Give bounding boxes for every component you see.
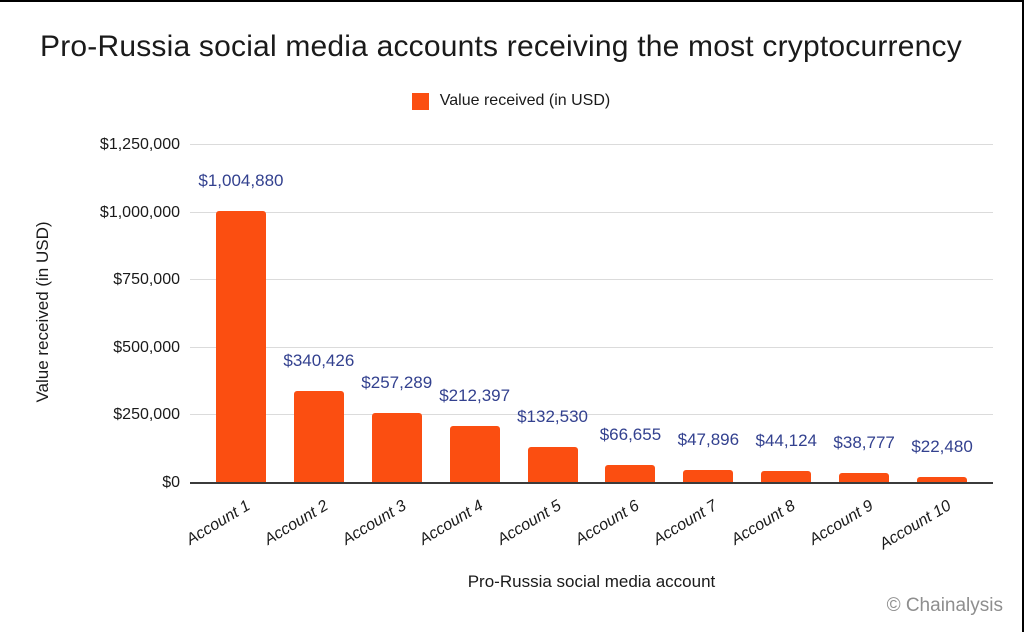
y-tick-label: $1,000,000: [99, 203, 180, 221]
x-axis-line: [190, 482, 993, 484]
y-tick-label: $250,000: [113, 406, 180, 424]
bar-value-label: $132,530: [517, 407, 588, 427]
gridline: [190, 414, 993, 416]
y-axis-title: Value received (in USD): [33, 221, 52, 403]
bar: [761, 471, 812, 483]
bar-value-label: $38,777: [833, 432, 895, 452]
bar-value-label: $340,426: [283, 350, 355, 370]
chart-title: Pro-Russia social media accounts receivi…: [40, 30, 962, 63]
y-tick-label: $0: [162, 474, 180, 491]
x-tick-label: Account 5: [494, 497, 565, 549]
bar-value-label: $257,289: [361, 373, 433, 393]
gridline: [190, 211, 993, 213]
bar: [371, 413, 422, 483]
x-tick-label: Account 4: [417, 497, 487, 549]
x-tick-label: Account 6: [572, 497, 643, 549]
bar: [917, 476, 968, 483]
bar-value-label: $44,124: [755, 431, 817, 451]
x-tick-label: Account 2: [261, 497, 331, 549]
bar-value-label: $212,397: [439, 385, 511, 405]
x-tick-label: Account 8: [728, 497, 799, 549]
y-tick-label: $750,000: [113, 271, 180, 289]
copyright-credit: © Chainalysis: [886, 595, 1003, 616]
bar: [527, 447, 578, 483]
gridline: [190, 346, 993, 348]
x-tick-label: Account 10: [876, 497, 955, 554]
bar: [293, 390, 344, 483]
bar-value-label: $22,480: [911, 436, 973, 456]
gridline: [190, 279, 993, 281]
bar-value-label: $1,004,880: [198, 171, 284, 191]
x-tick-label: Account 1: [183, 497, 254, 549]
gridline: [190, 144, 993, 145]
bar: [683, 470, 734, 483]
x-tick-label: Account 7: [650, 497, 721, 549]
x-tick-label: Account 3: [339, 497, 409, 549]
bar: [605, 464, 656, 483]
plot-area: $1,004,880 $340,426 $257,289 $212,397 $132,5…: [190, 144, 993, 484]
legend-swatch-icon: [411, 92, 429, 110]
bar-value-label: $47,896: [677, 430, 740, 450]
x-tick-label: Account 9: [806, 497, 877, 549]
legend-label: Value received (in USD): [439, 92, 611, 109]
bar: [215, 211, 266, 483]
bar-value-label: $66,655: [599, 424, 662, 444]
y-tick-label: $1,250,000: [99, 136, 180, 153]
legend: Value received (in USD): [0, 92, 1022, 110]
bar: [449, 425, 500, 483]
y-tick-label: $500,000: [113, 338, 180, 356]
bar: [839, 472, 890, 483]
x-axis-title: Pro-Russia social media account: [467, 572, 716, 591]
